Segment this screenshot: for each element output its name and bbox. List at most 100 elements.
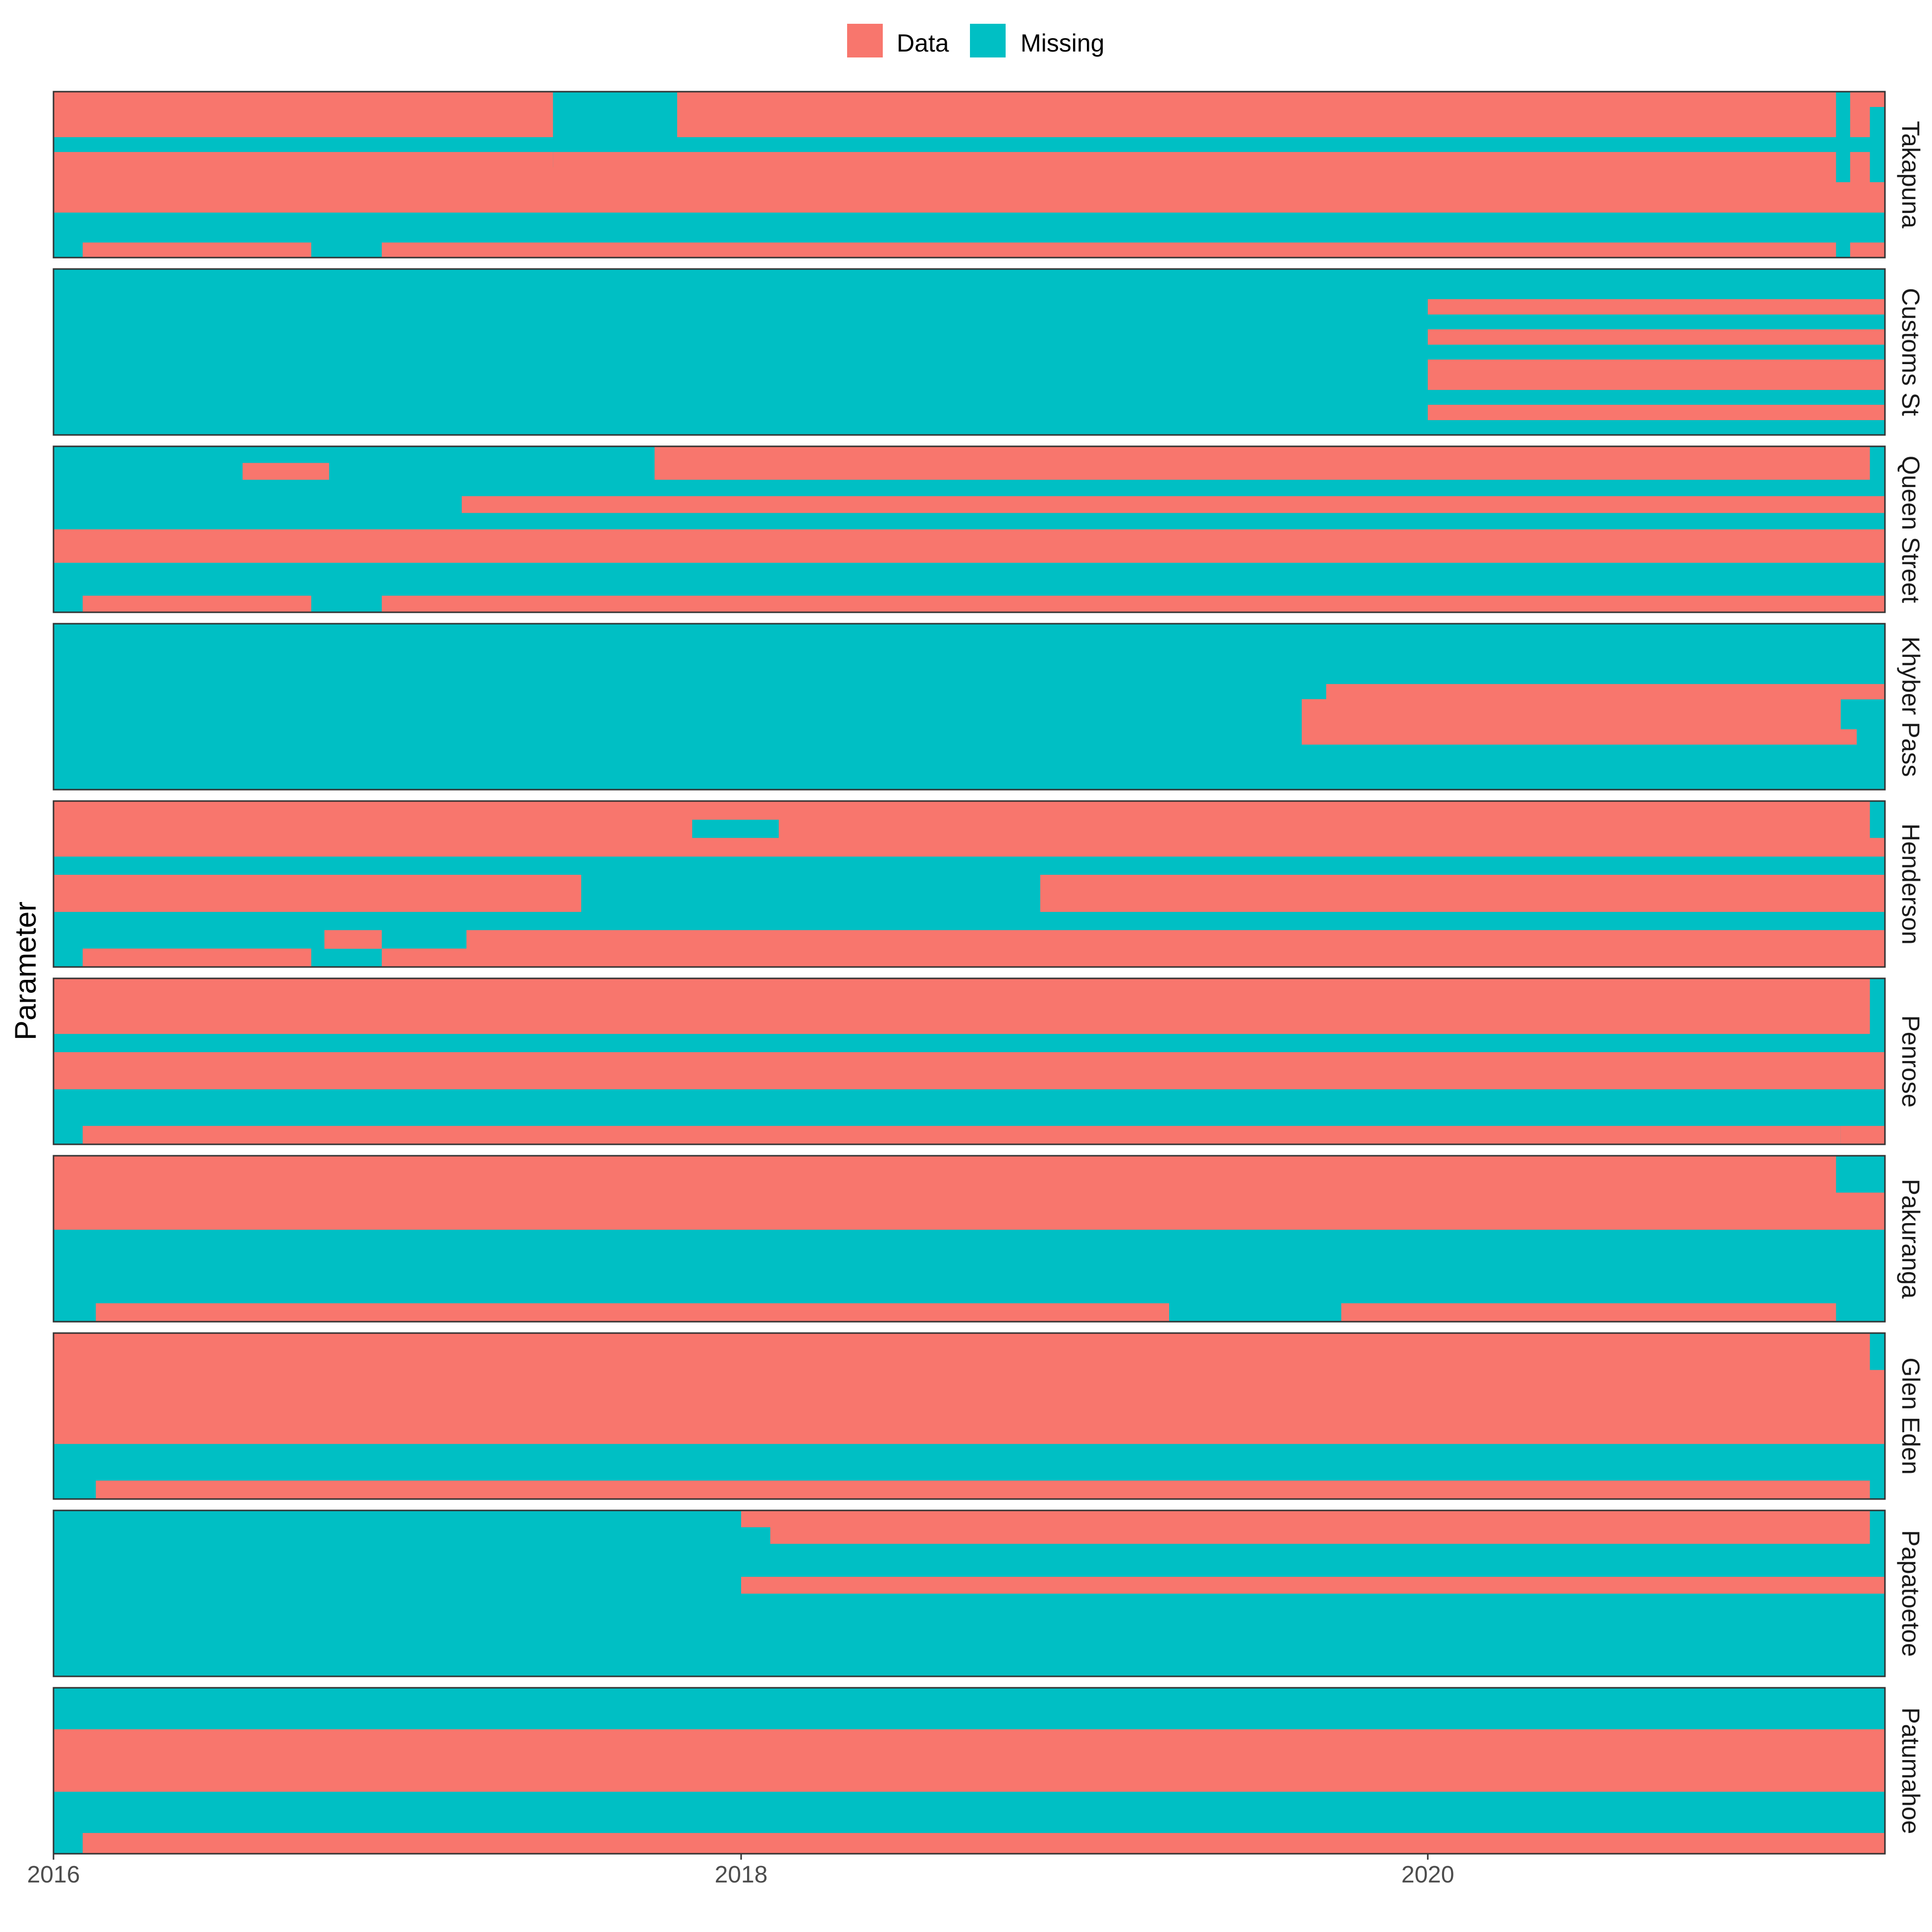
data-segment: [54, 529, 1885, 546]
data-segment: [54, 182, 1885, 198]
data-segment: [54, 1370, 1885, 1389]
facet-label: Papatoetoe: [1897, 1530, 1925, 1657]
data-segment: [1040, 893, 1885, 912]
data-segment: [1301, 714, 1841, 730]
data-segment: [324, 930, 382, 949]
data-segment: [1428, 359, 1885, 375]
data-segment: [54, 92, 553, 107]
facet-label: Glen Eden: [1897, 1357, 1925, 1474]
data-segment: [54, 838, 1885, 857]
data-segment: [54, 874, 582, 894]
data-segment: [96, 1480, 1870, 1500]
data-segment: [54, 1750, 1885, 1771]
facet-label: Patumahoe: [1897, 1708, 1925, 1834]
panel-border: [53, 268, 1886, 436]
data-segment: [54, 1052, 1885, 1071]
data-segment: [1840, 1126, 1885, 1145]
data-segment: [677, 121, 1836, 137]
facet-label: Queen Street: [1897, 456, 1925, 603]
panel-border: [53, 1155, 1886, 1323]
data-segment: [54, 801, 1870, 820]
data-segment: [54, 121, 553, 137]
data-segment: [54, 1406, 1885, 1426]
x-tick-label: 2020: [1401, 1862, 1454, 1888]
data-segment: [1301, 699, 1841, 715]
data-segment: [677, 92, 1836, 107]
y-axis-title: Parameter: [9, 902, 42, 1040]
facet-panel-khyber-pass: Khyber Pass: [53, 623, 1925, 791]
panel-border: [53, 1687, 1886, 1855]
data-segment: [54, 819, 693, 838]
facet-panel-queen-street: Queen Street: [53, 445, 1925, 613]
data-segment: [82, 948, 312, 967]
data-segment: [54, 152, 553, 167]
panel-border: [53, 1332, 1886, 1500]
facet-panels: Takapuna Customs St Queen Street Khyber Pas…: [53, 91, 1925, 1855]
panel-border: [53, 91, 1886, 259]
data-segment: [654, 446, 1870, 463]
facet-label: Henderson: [1897, 823, 1925, 945]
facet-panel-penrose: Penrose: [53, 977, 1925, 1145]
data-segment: [242, 463, 329, 480]
data-segment: [381, 948, 1885, 967]
data-segment: [54, 1729, 1885, 1751]
facet-panel-takapuna: Takapuna: [53, 91, 1925, 259]
panel-border: [53, 977, 1886, 1145]
data-segment: [54, 978, 1870, 997]
facet-panel-papatoetoe: Papatoetoe: [53, 1509, 1925, 1677]
facet-panel-glen-eden: Glen Eden: [53, 1332, 1925, 1500]
legend: Data Missing: [847, 24, 1104, 57]
data-segment: [54, 197, 1885, 213]
data-segment: [54, 1071, 1885, 1089]
facet-panel-customs-st: Customs St: [53, 268, 1925, 436]
data-segment: [54, 997, 1870, 1016]
data-segment: [1850, 92, 1885, 107]
facet-label: Penrose: [1897, 1015, 1925, 1107]
facet-panel-patumahoe: Patumahoe: [53, 1687, 1925, 1855]
data-segment: [466, 930, 1885, 949]
data-segment: [381, 242, 1836, 258]
data-segment: [54, 1211, 1885, 1230]
data-segment: [778, 819, 1870, 838]
data-segment: [54, 1174, 1836, 1193]
data-segment: [82, 1833, 1885, 1854]
legend-label-missing: Missing: [1020, 29, 1104, 57]
data-segment: [54, 1351, 1870, 1370]
legend-swatch-data: [847, 24, 883, 57]
data-segment: [553, 152, 1836, 167]
data-segment: [1326, 684, 1885, 699]
facet-label: Takapuna: [1897, 121, 1925, 228]
data-segment: [82, 1126, 1841, 1145]
data-segment: [54, 1333, 1870, 1352]
data-segment: [54, 1015, 1870, 1034]
data-segment: [54, 893, 582, 912]
data-segment: [741, 1577, 1885, 1594]
data-segment: [96, 1303, 1169, 1322]
data-segment: [677, 107, 1836, 122]
data-segment: [1850, 167, 1870, 183]
data-segment: [1341, 1303, 1836, 1322]
facet-label: Pakuranga: [1897, 1179, 1925, 1299]
data-segment: [1850, 107, 1870, 122]
legend-swatch-missing: [970, 24, 1006, 57]
data-segment: [82, 595, 312, 613]
data-segment: [54, 107, 553, 122]
data-segment: [54, 1156, 1836, 1175]
x-tick-label: 2016: [27, 1862, 80, 1888]
data-segment: [54, 546, 1885, 563]
data-segment: [82, 242, 312, 258]
data-segment: [54, 167, 1836, 183]
panel-border: [53, 445, 1886, 613]
data-segment: [1428, 375, 1885, 390]
x-tick-label: 2018: [715, 1862, 768, 1888]
facet-label: Customs St: [1897, 288, 1925, 416]
data-segment: [1301, 729, 1857, 745]
data-segment: [1428, 329, 1885, 345]
data-segment: [54, 1388, 1885, 1407]
x-axis: 2016 2018 2020: [27, 1854, 1454, 1888]
panel-border: [53, 623, 1886, 791]
data-segment: [1428, 299, 1885, 315]
panel-border: [53, 800, 1886, 968]
data-segment: [462, 496, 1885, 513]
data-segment: [54, 1192, 1885, 1212]
